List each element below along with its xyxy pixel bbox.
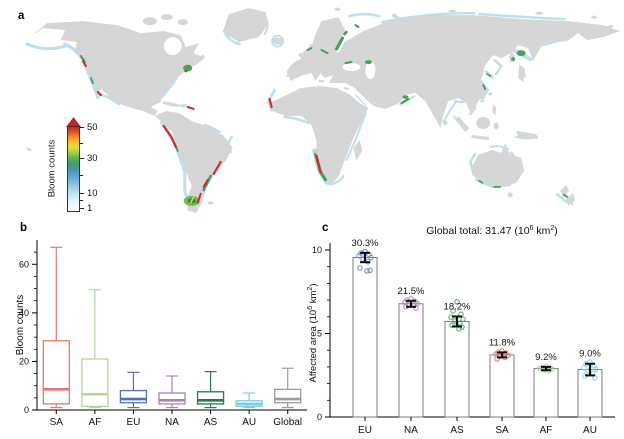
bar-af: 9.2% bbox=[533, 352, 559, 421]
box-iqr bbox=[158, 392, 186, 405]
y-tick-label: 0 bbox=[24, 405, 29, 415]
boxplot-chart: Bloom counts 0 20 40 60 SA AF EU NA AS AU Global bbox=[15, 240, 307, 428]
barchart-plot: 0 5 10 30.3% EU 21.5% NA 18.2% AS 11.8% SA 9.2% AF 9.… bbox=[312, 238, 615, 436]
data-dot bbox=[357, 265, 363, 271]
box-iqr bbox=[42, 340, 70, 405]
colorbar-tick bbox=[80, 158, 84, 160]
world-map bbox=[25, 7, 621, 213]
data-dot bbox=[593, 366, 599, 372]
map-landmasses bbox=[29, 7, 621, 213]
category-label: EU bbox=[126, 417, 140, 428]
category-label: EU bbox=[358, 425, 372, 436]
bar bbox=[577, 369, 603, 418]
percent-label: 11.8% bbox=[489, 337, 516, 348]
y-tick-label: 20 bbox=[19, 356, 29, 366]
data-dot bbox=[581, 364, 587, 371]
map-bloom-hotspots bbox=[79, 24, 569, 206]
colorbar-gradient bbox=[67, 126, 80, 212]
colorbar-tick-label: 10 bbox=[87, 188, 98, 200]
box-sa bbox=[42, 246, 70, 414]
boxplot-plot: 0 20 40 60 SA AF EU NA AS AU Global bbox=[19, 240, 307, 428]
percent-label: 9.2% bbox=[535, 352, 557, 363]
bar bbox=[352, 257, 378, 418]
colorbar-tick-label: 1 bbox=[87, 203, 93, 215]
category-label: AF bbox=[88, 417, 101, 428]
percent-label: 21.5% bbox=[398, 286, 425, 297]
bar-as: 18.2% bbox=[444, 299, 471, 421]
percent-label: 9.0% bbox=[579, 349, 601, 360]
category-label: SA bbox=[50, 417, 64, 428]
box-global bbox=[274, 367, 302, 414]
category-label: AS bbox=[204, 417, 218, 428]
category-label: AF bbox=[540, 425, 553, 436]
category-label: AS bbox=[450, 425, 464, 436]
category-label: NA bbox=[165, 417, 179, 428]
bar bbox=[444, 320, 470, 418]
data-dot bbox=[549, 366, 555, 372]
y-tick-label: 60 bbox=[19, 259, 29, 269]
panel-a-label: a bbox=[18, 10, 25, 22]
bar bbox=[398, 303, 424, 418]
colorbar-tick-label: 30 bbox=[87, 153, 98, 165]
map-colorbar: Bloom counts 50 30 10 1 bbox=[40, 112, 135, 220]
colorbar-minor-tick bbox=[80, 200, 83, 202]
y-tick-label: 10 bbox=[312, 245, 322, 255]
data-dot bbox=[450, 308, 456, 314]
box-iqr bbox=[274, 388, 302, 404]
box-iqr bbox=[81, 358, 109, 408]
bar-sa: 11.8% bbox=[489, 337, 516, 421]
colorbar-arrow-cap bbox=[66, 117, 81, 127]
bar bbox=[489, 354, 515, 418]
data-dot bbox=[454, 299, 460, 305]
data-dot bbox=[368, 254, 374, 261]
box-eu bbox=[119, 371, 148, 414]
barchart: 0 5 10 30.3% EU 21.5% NA 18.2% AS 11.8% SA 9.2% AF 9.… bbox=[312, 238, 615, 436]
box-iqr bbox=[196, 391, 225, 405]
box-af bbox=[81, 289, 109, 414]
data-dot bbox=[460, 316, 466, 323]
bar bbox=[533, 368, 559, 418]
bar-eu: 30.3% bbox=[352, 238, 379, 421]
colorbar-tick bbox=[80, 127, 84, 129]
colorbar-tick-label: 50 bbox=[87, 122, 98, 134]
boxplot-ylabel: Bloom counts bbox=[15, 295, 26, 356]
data-dot bbox=[356, 253, 362, 259]
percent-label: 30.3% bbox=[352, 238, 379, 249]
barchart-title: Global total: 31.47 (106 km2) bbox=[426, 225, 558, 237]
category-label: AU bbox=[583, 425, 597, 436]
bar-au: 9.0% bbox=[577, 349, 603, 421]
panel-c-label: c bbox=[322, 222, 329, 234]
data-dot bbox=[367, 267, 373, 274]
y-tick-label: 5 bbox=[317, 329, 322, 339]
box-iqr bbox=[119, 389, 148, 404]
colorbar-tick bbox=[80, 193, 84, 195]
data-dot bbox=[364, 268, 370, 274]
box-na bbox=[158, 375, 186, 414]
category-label: SA bbox=[495, 425, 509, 436]
colorbar-minor-tick bbox=[80, 142, 83, 144]
colorbar-tick bbox=[80, 208, 84, 210]
box-au bbox=[235, 392, 263, 414]
y-tick-label: 0 bbox=[317, 412, 322, 422]
colorbar-label: Bloom counts bbox=[46, 139, 58, 198]
category-label: AU bbox=[242, 417, 256, 428]
category-label: Global bbox=[273, 417, 302, 428]
y-tick-label: 40 bbox=[19, 308, 29, 318]
box-as bbox=[196, 371, 225, 414]
percent-label: 18.2% bbox=[444, 301, 471, 312]
category-label: NA bbox=[404, 425, 418, 436]
colorbar-minor-tick bbox=[80, 175, 83, 177]
panel-b-label: b bbox=[20, 222, 28, 234]
bar-na: 21.5% bbox=[398, 286, 425, 421]
